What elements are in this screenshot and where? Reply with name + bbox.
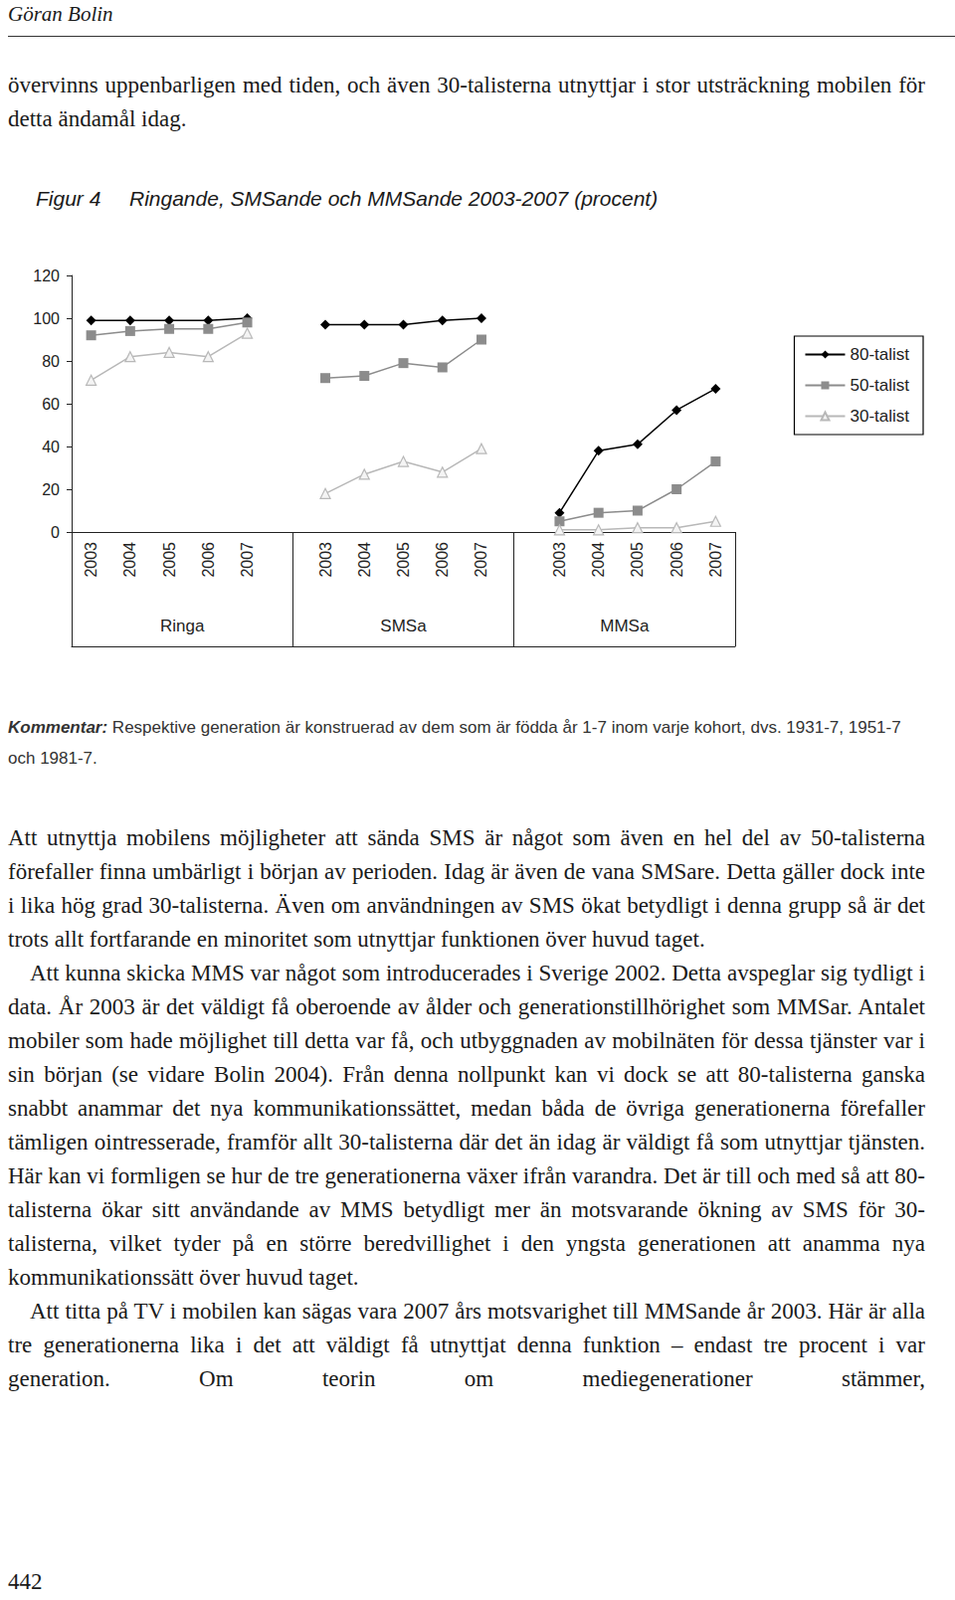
svg-text:2003: 2003 (82, 542, 100, 578)
svg-text:80: 80 (41, 353, 60, 371)
svg-text:2004: 2004 (589, 542, 607, 578)
svg-text:Ringa: Ringa (160, 616, 205, 636)
html-text:Att titta på TV i mobilen kan: Att titta på TV i mobilen kan sägas vara… (7, 1299, 926, 1392)
svg-text:50-talist: 50-talist (849, 376, 910, 395)
svg-text:2003: 2003 (317, 542, 335, 578)
html-text:Kommentar: Respektive generati: Kommentar: Respektive generation är kons… (7, 718, 901, 768)
html-text:Göran Bolin: Göran Bolin (7, 1, 114, 26)
html-text:Ringande, SMSande och MMSande: Ringande, SMSande och MMSande 2003-2007 … (129, 187, 658, 210)
svg-text:2005: 2005 (394, 542, 412, 578)
html-text:Att kunna skicka MMS var något: Att kunna skicka MMS var något som intro… (7, 960, 926, 1291)
svg-text:2006: 2006 (668, 542, 686, 578)
html-text:övervinns uppenbarligen med ti: övervinns uppenbarligen med tiden, och ä… (7, 72, 926, 132)
svg-text:20: 20 (41, 481, 60, 499)
svg-text:0: 0 (50, 524, 60, 542)
html-text:Att utnyttja mobilens möjlighe: Att utnyttja mobilens möjligheter att sä… (7, 825, 926, 953)
svg-text:2005: 2005 (628, 542, 646, 578)
svg-text:2006: 2006 (433, 542, 451, 578)
html-text:Figur 4: Figur 4 (35, 187, 101, 210)
svg-text:80-talist: 80-talist (849, 345, 910, 365)
svg-text:2007: 2007 (472, 542, 490, 578)
svg-text:2007: 2007 (238, 542, 256, 578)
svg-text:2005: 2005 (161, 542, 179, 578)
svg-text:40: 40 (41, 438, 60, 456)
svg-text:SMSa: SMSa (380, 616, 427, 636)
svg-text:100: 100 (32, 310, 60, 328)
html-text:442: 442 (7, 1569, 43, 1595)
svg-text:2004: 2004 (121, 542, 139, 578)
svg-text:60: 60 (41, 395, 60, 413)
svg-text:120: 120 (32, 267, 60, 285)
svg-text:30-talist: 30-talist (849, 406, 910, 426)
svg-text:2003: 2003 (551, 542, 569, 578)
svg-text:2006: 2006 (199, 542, 217, 578)
svg-text:2004: 2004 (356, 542, 374, 578)
svg-text:2007: 2007 (707, 542, 725, 578)
svg-text:MMSa: MMSa (599, 616, 650, 636)
